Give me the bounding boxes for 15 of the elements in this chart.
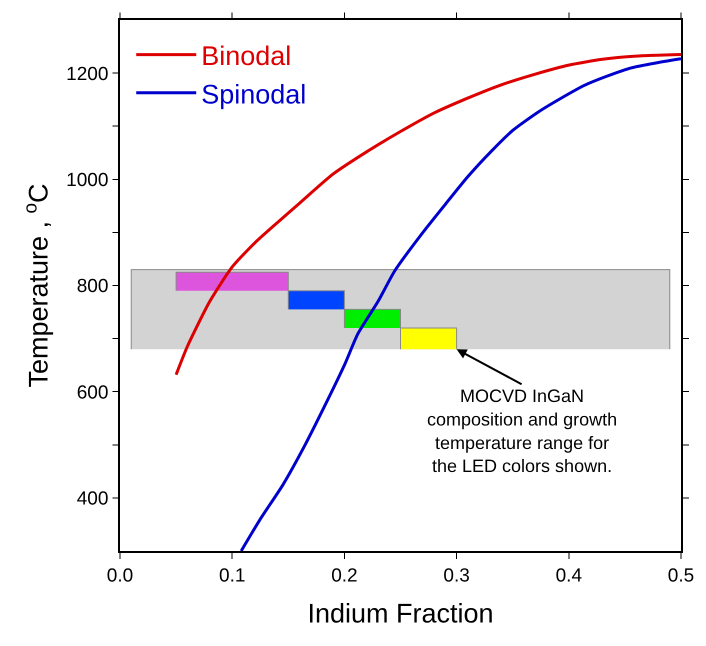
x-tick-label: 0.2 — [331, 566, 358, 587]
y-tick-label: 600 — [76, 382, 108, 404]
x-tick-label: 0.3 — [443, 566, 470, 587]
x-tick-label: 0.1 — [218, 566, 246, 587]
annotation: MOCVD InGaN composition and growth temperature range for the LED colors shown. — [427, 386, 618, 476]
x-tick-label: 0.4 — [556, 566, 582, 587]
y-tick-label: 1200 — [66, 64, 108, 85]
x-tick-label: 0.5 — [668, 566, 694, 587]
legend-label: Spinodal — [201, 79, 306, 110]
y-tick-label: 1000 — [66, 170, 108, 191]
legend-label: Binodal — [201, 41, 292, 72]
y-tick-label: 800 — [76, 276, 108, 298]
y-tick-label: 400 — [76, 488, 108, 510]
x-tick-label: 0.0 — [106, 566, 134, 587]
x-axis-title: Indium Fraction — [307, 598, 494, 628]
